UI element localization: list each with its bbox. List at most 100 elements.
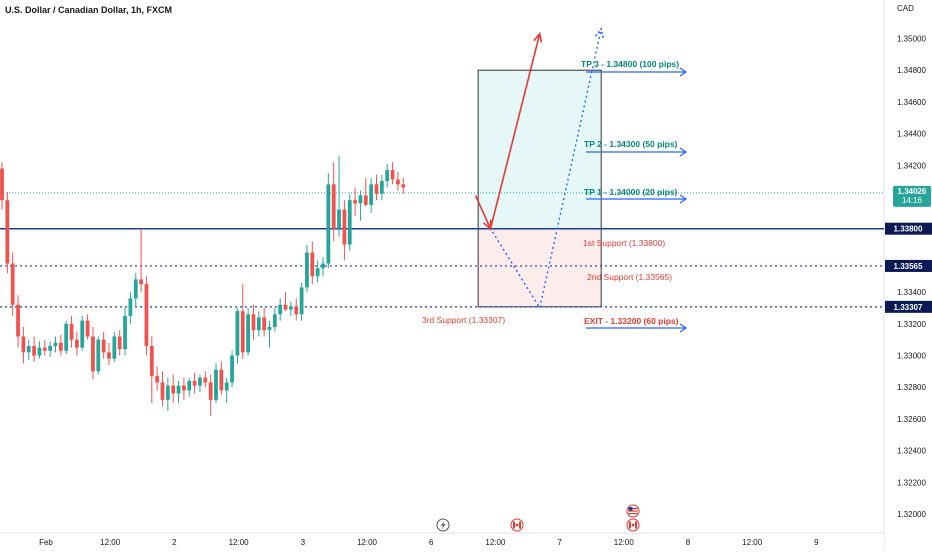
candle [315,260,320,283]
candle [85,314,90,340]
candle [353,187,357,217]
candle [198,374,202,392]
candle [262,307,267,337]
candle [374,174,379,201]
support-3-label[interactable]: 3rd Support (1.33307) [422,315,505,325]
candle [342,200,347,261]
lightning-icon[interactable] [436,518,450,532]
candle [283,292,288,312]
candle [165,377,170,411]
target-arrow [586,323,688,333]
time-tick: 2 [172,538,177,547]
candle [139,228,143,293]
price-tick: 1.34200 [897,161,926,170]
candle [267,320,272,348]
arrowhead [483,219,492,231]
price-axis-ticks: 1.35000 1.34800 1.34600 1.34400 1.34200 1.334… [897,35,926,520]
symbol-title[interactable]: U.S. Dollar / Canadian Dollar, 1h, FXCM [5,5,172,15]
candle [128,292,133,324]
candle [246,307,250,356]
time-tick: 3 [301,538,306,547]
price-level-value: 1.33800 [894,225,923,234]
price-tick: 1.32800 [897,383,926,392]
candle [42,339,47,356]
price-tick: 1.34400 [897,130,926,139]
candle [299,282,304,321]
candle [37,341,42,359]
candle [230,350,234,388]
candle [337,155,341,237]
candle [149,336,154,404]
candle [224,377,229,404]
candle [80,315,85,351]
candle [16,295,20,348]
tp2-label[interactable]: TP 2 - 1.34300 (50 pips) [584,139,678,149]
candle [203,371,208,388]
projection-arrowheads [483,27,605,231]
candle [235,307,240,364]
current-price-badge[interactable]: 1.34026 14:16 [893,185,931,207]
candle [192,372,197,394]
price-tick: 1.33200 [897,320,926,329]
price-level-value: 1.33565 [894,262,923,271]
time-tick: 12:00 [100,538,121,547]
candle [144,276,149,356]
candle [251,304,256,340]
candle [117,330,122,356]
arrowhead [595,27,605,38]
candle [64,320,69,354]
price-tick: 1.34600 [897,98,926,107]
candle [347,193,352,251]
canada-flag-icon[interactable] [626,518,640,532]
candle [363,177,368,207]
support-1-label[interactable]: 1st Support (1.33800) [583,238,665,248]
candle [10,252,15,316]
candle [21,326,26,364]
candle [123,307,127,356]
price-level-badge[interactable]: 1.33307 [885,300,932,313]
exit-label[interactable]: EXIT - 1.33200 (60 pips) [584,316,679,326]
tp3-label[interactable]: TP 3 - 1.34800 (100 pips) [581,59,679,69]
time-axis-panel[interactable] [0,533,884,550]
candle [160,371,165,407]
canada-flag-icon[interactable] [510,518,524,532]
candle [379,174,384,201]
price-level-badges: 1.33800 1.33565 1.33307 [885,222,932,313]
candle [214,363,218,404]
candle [58,334,63,356]
price-level-badge[interactable]: 1.33800 [885,222,932,235]
take-profit-zone[interactable] [478,70,602,229]
candle [5,192,10,274]
candle [294,298,299,321]
target-arrow [586,67,688,77]
candle [305,244,309,293]
support-2-label[interactable]: 2nd Support (1.33565) [587,272,672,282]
candle [289,301,293,316]
tp1-label[interactable]: TP 1 - 1.34000 (20 pips) [584,187,678,197]
candle [331,162,336,242]
price-level-badge[interactable]: 1.33565 [885,259,932,272]
candle [69,315,74,348]
candle [208,374,213,416]
price-tick: 1.32200 [897,478,926,487]
price-axis-panel[interactable] [884,0,932,550]
candle [219,361,224,396]
candle [91,326,95,380]
candle [133,273,138,308]
candle [0,162,4,210]
candle [101,331,106,359]
candle [182,377,186,400]
us-flag-icon[interactable] [626,504,640,518]
price-tick: 1.33400 [897,288,926,297]
candle [171,374,176,404]
candle [310,241,315,285]
candle [369,177,374,213]
candle [53,336,58,353]
arrowhead [533,31,543,43]
candle [96,336,101,375]
price-tick: 1.32000 [897,510,926,519]
candle [272,307,277,332]
time-tick: 7 [557,538,562,547]
